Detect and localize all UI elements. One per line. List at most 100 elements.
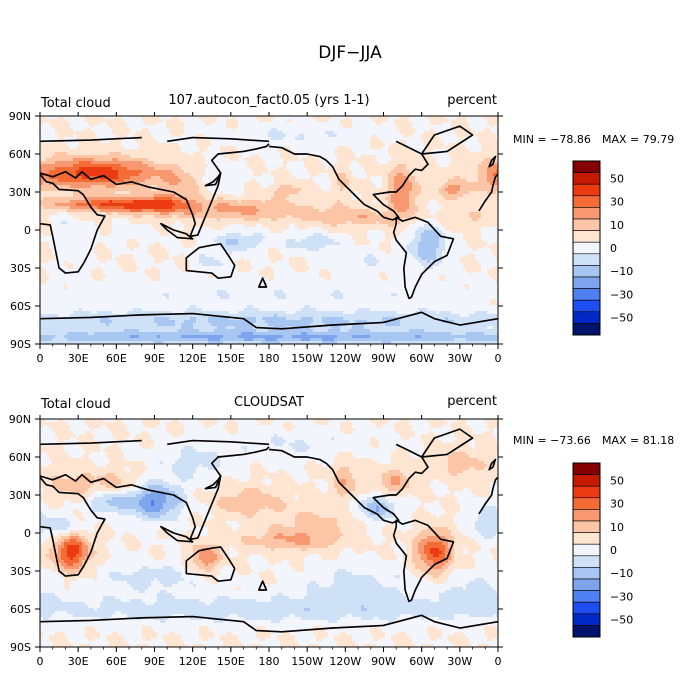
field-cell [244,164,248,168]
field-cell [256,137,260,141]
field-cell [193,158,197,162]
field-cell [430,149,434,153]
field-cell [214,212,218,216]
field-cell [154,197,158,201]
field-cell [433,143,437,147]
field-cell [238,143,242,147]
field-cell [244,200,248,204]
field-cell [385,116,389,120]
field-cell [250,140,254,144]
field-cell [223,209,227,213]
field-cell [457,206,461,210]
field-cell [169,197,173,201]
field-cell [445,152,449,156]
field-cell [295,188,299,192]
field-cell [106,173,110,177]
field-cell [475,158,479,162]
field-cell [226,194,230,198]
field-cell [328,119,332,123]
field-cell [259,137,263,141]
field-cell [337,197,341,201]
field-cell [211,206,215,210]
field-cell [445,164,449,168]
field-cell [94,146,98,150]
field-cell [370,203,374,207]
field-cell [322,155,326,159]
field-cell [40,173,44,177]
field-cell [238,197,242,201]
field-cell [64,200,68,204]
field-cell [469,131,473,135]
field-cell [418,158,422,162]
field-cell [220,128,224,132]
field-cell [76,200,80,204]
field-cell [433,125,437,129]
field-cell [283,170,287,174]
field-cell [133,131,137,135]
field-cell [88,128,92,132]
field-cell [133,119,137,123]
field-cell [460,173,464,177]
field-cell [442,158,446,162]
field-cell [400,209,404,213]
field-cell [43,164,47,168]
field-cell [361,188,365,192]
field-cell [217,149,221,153]
field-cell [298,146,302,150]
field-cell [313,194,317,198]
field-cell [343,122,347,126]
field-cell [247,176,251,180]
field-cell [193,116,197,120]
field-cell [232,134,236,138]
field-cell [352,209,356,213]
field-cell [238,170,242,174]
field-cell [397,170,401,174]
field-cell [385,197,389,201]
field-cell [205,131,209,135]
field-cell [130,173,134,177]
field-cell [433,185,437,189]
field-cell [223,191,227,195]
field-cell [184,161,188,165]
field-cell [475,182,479,186]
field-cell [451,128,455,132]
field-cell [133,134,137,138]
field-cell [283,188,287,192]
field-cell [469,143,473,147]
field-cell [262,152,266,156]
field-cell [262,194,266,198]
field-cell [253,164,257,168]
field-cell [424,176,428,180]
field-cell [97,158,101,162]
field-cell [274,203,278,207]
field-cell [181,161,185,165]
field-cell [127,176,131,180]
field-cell [61,176,65,180]
field-cell [295,155,299,159]
field-cell [274,197,278,201]
field-cell [40,152,44,156]
field-cell [100,164,104,168]
field-cell [307,155,311,159]
field-cell [436,149,440,153]
field-cell [145,188,149,192]
field-cell [142,119,146,123]
field-cell [427,167,431,171]
field-cell [217,128,221,132]
field-cell [466,158,470,162]
field-cell [106,122,110,126]
field-cell [130,191,134,195]
field-cell [433,197,437,201]
field-cell [46,125,50,129]
field-cell [223,128,227,132]
field-cell [178,161,182,165]
field-cell [241,188,245,192]
field-cell [340,143,344,147]
field-cell [457,131,461,135]
field-cell [274,164,278,168]
field-cell [55,203,59,207]
panel-1-field [40,116,498,344]
field-cell [271,143,275,147]
field-cell [382,182,386,186]
field-cell [94,119,98,123]
